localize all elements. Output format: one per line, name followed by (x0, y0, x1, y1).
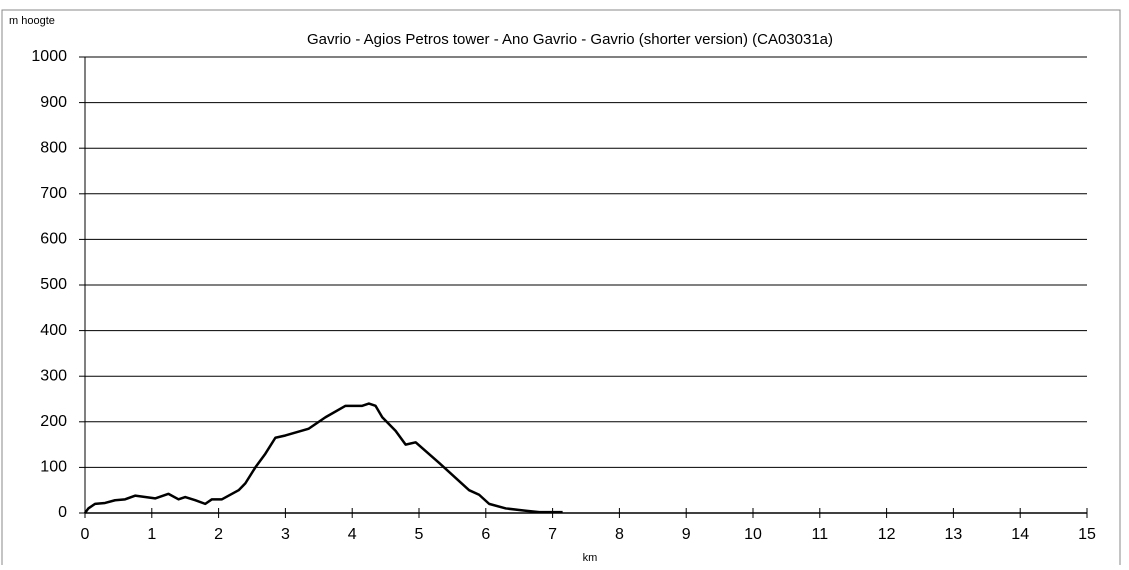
y-tick-label: 900 (40, 94, 67, 111)
x-tick-label: 11 (811, 526, 828, 543)
y-tick-label: 200 (40, 413, 67, 430)
chart-title: Gavrio - Agios Petros tower - Ano Gavrio… (307, 31, 833, 48)
x-tick-label: 4 (348, 526, 357, 543)
x-tick-label: 0 (81, 526, 90, 543)
x-tick-label: 10 (744, 526, 762, 543)
y-tick-label: 800 (40, 139, 67, 156)
x-tick-label: 9 (682, 526, 691, 543)
x-tick-label: 5 (415, 526, 424, 543)
y-tick-label: 1000 (31, 48, 67, 65)
y-tick-label: 100 (40, 459, 67, 476)
elevation-line (83, 402, 563, 514)
y-axis-label: m hoogte (9, 15, 55, 27)
y-tick-label: 700 (40, 185, 67, 202)
x-axis-label: km (583, 552, 598, 564)
x-tick-label: 8 (615, 526, 624, 543)
x-tick-label: 15 (1078, 526, 1096, 543)
y-tick-label: 600 (40, 231, 67, 248)
x-tick-label: 6 (481, 526, 490, 543)
x-tick-label: 12 (878, 526, 896, 543)
x-tick-label: 1 (147, 526, 156, 543)
chart-frame (1, 9, 1121, 570)
y-tick-label: 0 (58, 504, 67, 521)
x-tick-label: 3 (281, 526, 290, 543)
x-tick-label: 14 (1011, 526, 1029, 543)
y-tick-label: 500 (40, 276, 67, 293)
x-tick-label: 7 (548, 526, 557, 543)
y-tick-label: 300 (40, 367, 67, 384)
x-tick-label: 13 (945, 526, 963, 543)
x-tick-label: 2 (214, 526, 223, 543)
y-tick-label: 400 (40, 322, 67, 339)
